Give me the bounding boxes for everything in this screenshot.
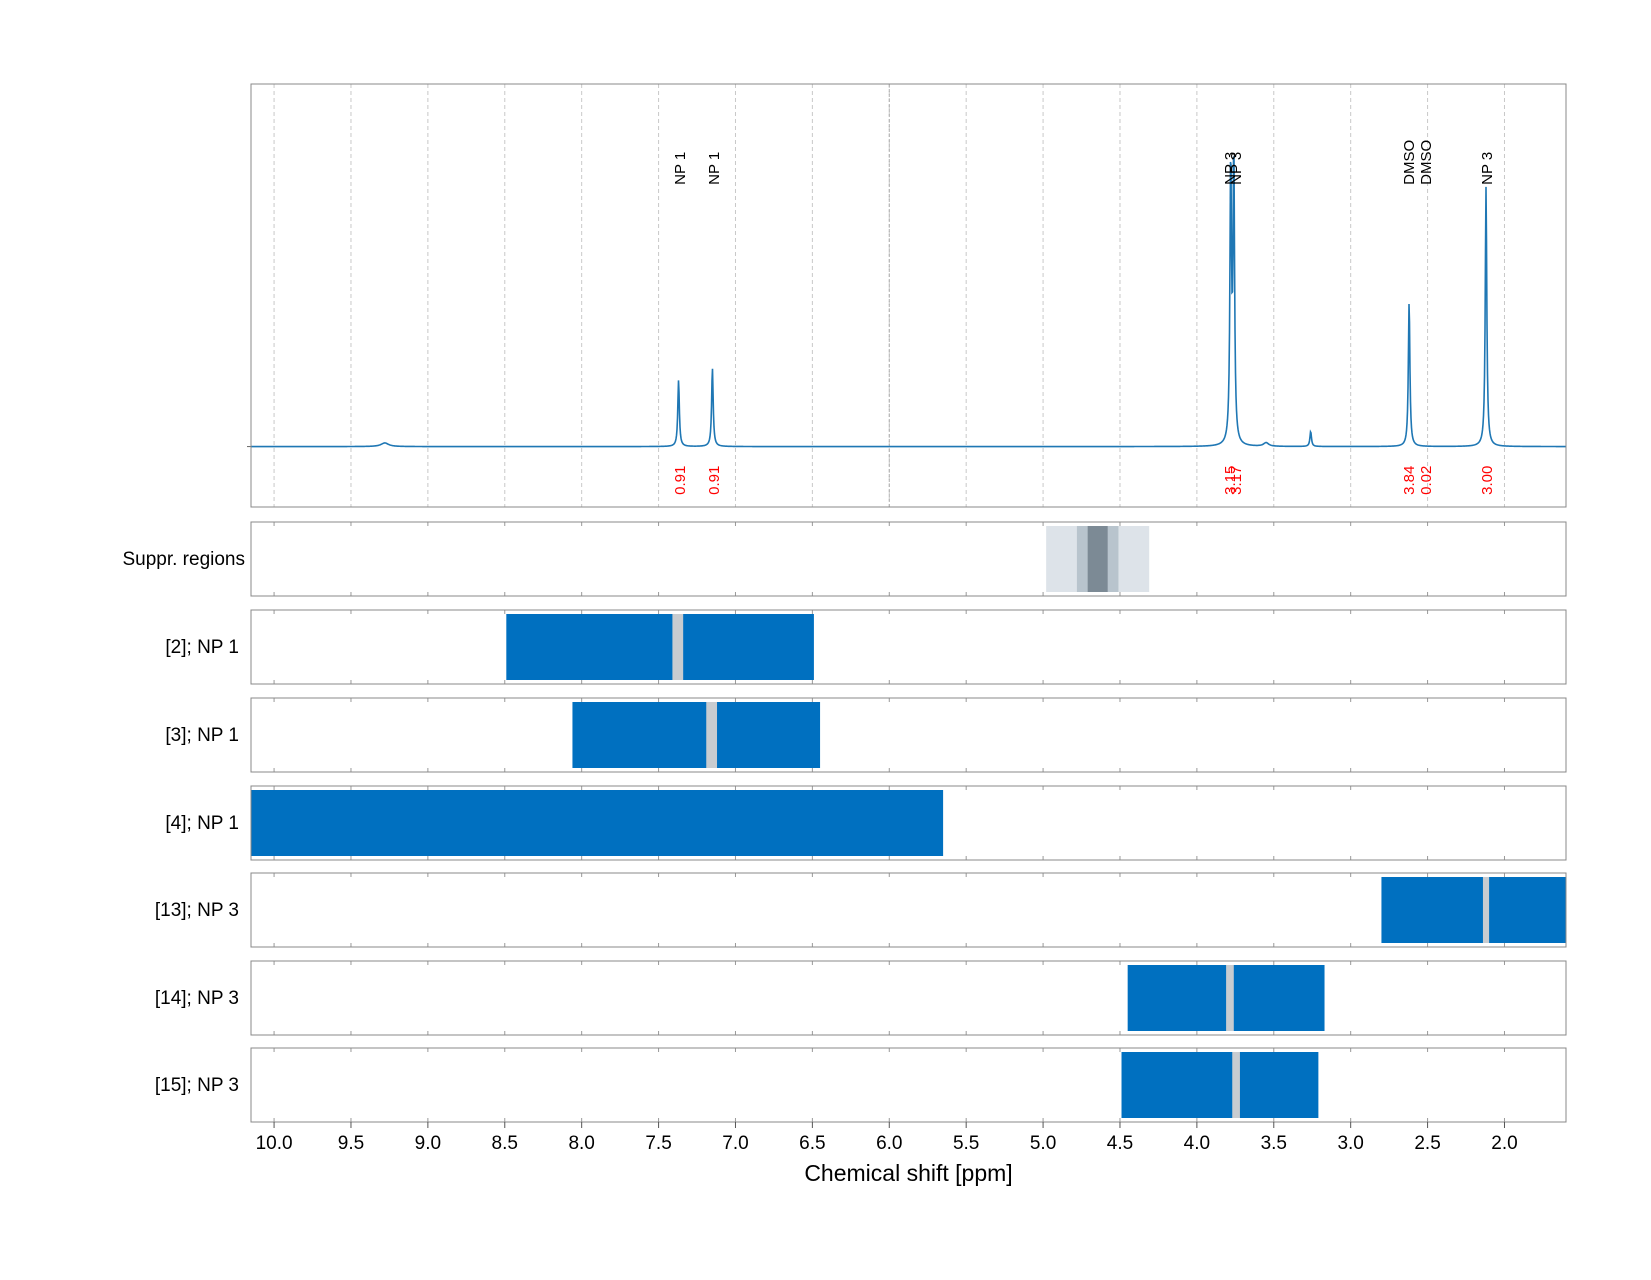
region-bar — [251, 790, 944, 856]
integral-label: 3.17 — [1228, 466, 1245, 495]
track-panel-frame — [250, 960, 1567, 1036]
track-label: [13]; NP 3 — [155, 900, 239, 921]
region-marker — [672, 614, 684, 680]
spectrum-line — [251, 156, 1566, 448]
track-panel-bg — [251, 961, 1566, 1035]
x-tick-label: 7.0 — [722, 1133, 748, 1154]
region-marker — [1482, 877, 1490, 943]
x-tick-label: 9.0 — [415, 1133, 441, 1154]
track-panel-frame — [250, 521, 1567, 597]
track-panel-frame — [250, 785, 1567, 861]
region-marker — [1226, 965, 1234, 1031]
annotation-label: NP 1 — [706, 152, 723, 185]
region-bar — [572, 702, 821, 768]
spectrum-panel-bg — [251, 84, 1566, 507]
track-panel-frame — [250, 697, 1567, 773]
spectrum-panel-frame — [250, 83, 1567, 508]
suppr-band — [1087, 526, 1108, 592]
x-tick-label: 4.0 — [1184, 1133, 1210, 1154]
x-tick-label: 6.0 — [876, 1133, 902, 1154]
suppr-regions-label: Suppr. regions — [122, 549, 245, 570]
x-axis-label: Chemical shift [ppm] — [804, 1160, 1012, 1186]
integral-label: 0.02 — [1418, 466, 1435, 495]
region-bar — [506, 614, 814, 680]
x-tick-label: 2.0 — [1491, 1133, 1517, 1154]
track-panel-bg — [251, 1048, 1566, 1122]
integral-label: 0.91 — [672, 466, 689, 495]
region-marker — [1232, 1052, 1240, 1118]
x-tick-label: 3.0 — [1337, 1133, 1363, 1154]
x-tick-label: 5.5 — [953, 1133, 979, 1154]
region-bar — [1381, 877, 1566, 943]
track-label: [15]; NP 3 — [155, 1075, 239, 1096]
track-panel-frame — [250, 609, 1567, 685]
x-tick-label: 2.5 — [1414, 1133, 1440, 1154]
x-tick-label: 7.5 — [645, 1133, 671, 1154]
annotation-label: DMSO — [1418, 140, 1435, 185]
track-panel-bg — [251, 698, 1566, 772]
region-bar — [1121, 1052, 1319, 1118]
x-tick-label: 10.0 — [256, 1133, 293, 1154]
x-tick-label: 9.5 — [338, 1133, 364, 1154]
track-label: [2]; NP 1 — [165, 637, 239, 658]
track-panel-bg — [251, 873, 1566, 947]
annotation-label: NP 1 — [672, 152, 689, 185]
x-tick-label: 8.0 — [568, 1133, 594, 1154]
x-tick-label: 8.5 — [492, 1133, 518, 1154]
track-panel-bg — [251, 522, 1566, 596]
x-tick-label: 5.0 — [1030, 1133, 1056, 1154]
track-panel-bg — [251, 610, 1566, 684]
x-tick-label: 3.5 — [1261, 1133, 1287, 1154]
x-tick-label: 6.5 — [799, 1133, 825, 1154]
track-label: [14]; NP 3 — [155, 988, 239, 1009]
track-label: [4]; NP 1 — [165, 813, 239, 834]
integral-label: 3.84 — [1401, 466, 1418, 495]
annotation-label: NP 3 — [1479, 152, 1496, 185]
x-tick-label: 4.5 — [1107, 1133, 1133, 1154]
integral-label: 3.15 — [1222, 466, 1239, 495]
annotation-label: NP 3 — [1222, 152, 1239, 185]
integral-label: 3.00 — [1479, 466, 1496, 495]
track-panel-frame — [250, 1047, 1567, 1123]
region-marker — [706, 702, 718, 768]
track-panel-frame — [250, 872, 1567, 948]
integral-label: 0.91 — [706, 466, 723, 495]
track-label: [3]; NP 1 — [165, 725, 239, 746]
annotation-label: DMSO — [1401, 140, 1418, 185]
annotation-label: NP 3 — [1228, 152, 1245, 185]
